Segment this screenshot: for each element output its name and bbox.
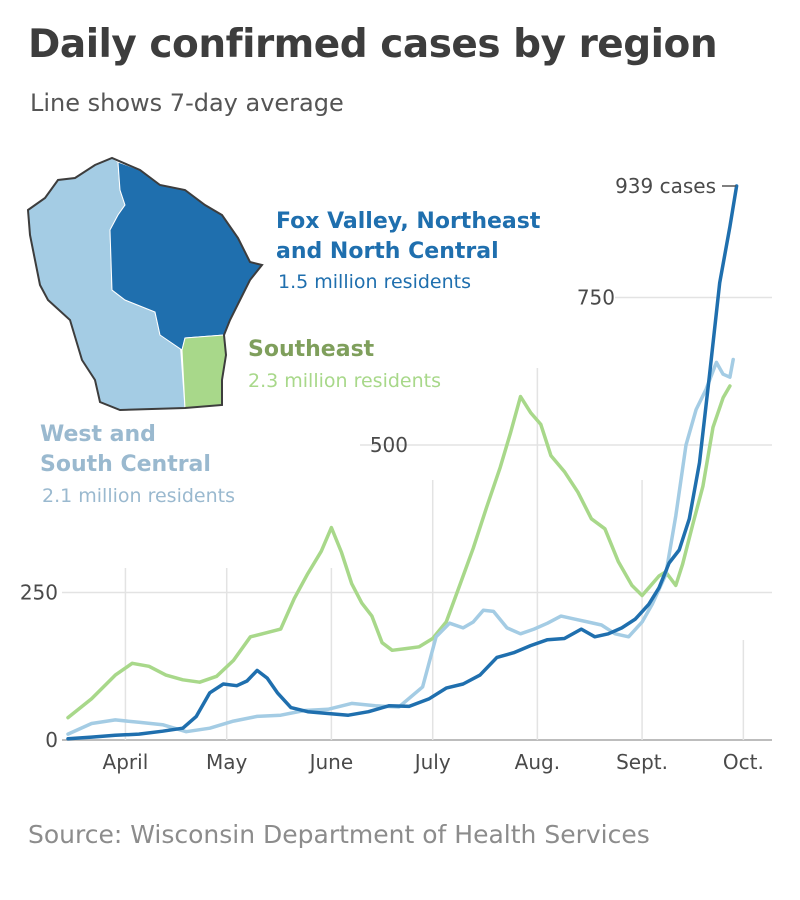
y-tick-label: 250: [20, 581, 58, 605]
series-line-southeast: [66, 384, 732, 720]
grid-lines: 0 250 500 750 April May June July Aug. Sept. Oct.: [20, 286, 772, 774]
wisconsin-map: [26, 156, 264, 412]
north-label-line1: Fox Valley, Northeast: [276, 209, 541, 234]
y-tick-label: 750: [577, 286, 615, 310]
x-tick-label: Sept.: [616, 750, 668, 774]
x-tick-label: Oct.: [723, 750, 764, 774]
map-outline: [26, 156, 264, 412]
chart-title: Daily confirmed cases by region: [28, 22, 718, 67]
x-tick-label: May: [206, 750, 248, 774]
west-label-line1: West and: [40, 422, 156, 447]
map-southeast-region: [181, 334, 227, 409]
x-tick-label: June: [308, 750, 354, 774]
series-lines: [66, 184, 739, 741]
west-label-line2: South Central: [40, 452, 211, 477]
west-residents: 2.1 million residents: [42, 485, 235, 507]
peak-label: 939 cases: [615, 174, 716, 198]
y-tick-label: 500: [370, 433, 408, 457]
x-tick-label: April: [103, 750, 149, 774]
series-line-north: [66, 184, 739, 741]
chart-subtitle: Line shows 7-day average: [30, 89, 344, 117]
series-line-west-south-central: [66, 357, 735, 736]
southeast-label: Southeast: [248, 337, 375, 362]
southeast-residents: 2.3 million residents: [248, 370, 441, 392]
x-tick-label: Aug.: [515, 750, 560, 774]
north-label-line2: and North Central: [276, 239, 499, 264]
x-tick-label: July: [413, 750, 451, 774]
y-tick-label: 0: [45, 728, 58, 752]
north-residents: 1.5 million residents: [278, 271, 471, 293]
source-note: Source: Wisconsin Department of Health S…: [28, 820, 650, 849]
